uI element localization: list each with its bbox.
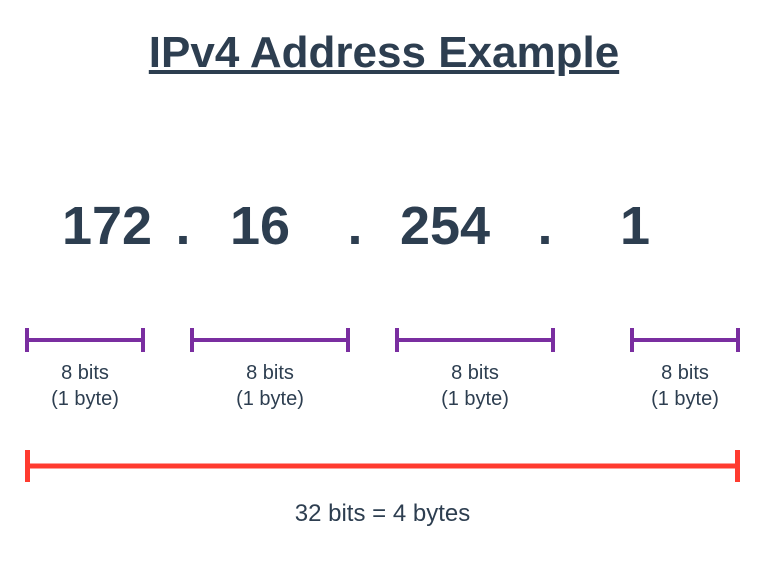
octet-bracket-4	[630, 328, 740, 356]
octet-3: 254	[370, 195, 520, 257]
octet-bracket-3	[395, 328, 555, 356]
octet-label-1-bytes: (1 byte)	[25, 386, 145, 412]
dot-3: .	[530, 195, 560, 257]
octet-label-3-bytes: (1 byte)	[395, 386, 555, 412]
octet-label-3: 8 bits (1 byte)	[395, 360, 555, 412]
octet-label-4: 8 bits (1 byte)	[630, 360, 740, 412]
octet-label-1: 8 bits (1 byte)	[25, 360, 145, 412]
dot-2: .	[340, 195, 370, 257]
total-bracket	[25, 450, 740, 487]
octet-label-2-bytes: (1 byte)	[190, 386, 350, 412]
octet-label-3-bits: 8 bits	[395, 360, 555, 386]
page-title: IPv4 Address Example	[0, 28, 768, 78]
dot-1: .	[168, 195, 198, 257]
octet-label-2-bits: 8 bits	[190, 360, 350, 386]
octet-2: 16	[195, 195, 325, 257]
octet-1: 172	[42, 195, 172, 257]
total-label: 32 bits = 4 bytes	[25, 500, 740, 528]
octet-4: 1	[570, 195, 700, 257]
octet-label-1-bits: 8 bits	[25, 360, 145, 386]
octet-label-4-bits: 8 bits	[630, 360, 740, 386]
octet-bracket-2	[190, 328, 350, 356]
octet-label-2: 8 bits (1 byte)	[190, 360, 350, 412]
octet-label-4-bytes: (1 byte)	[630, 386, 740, 412]
octet-bracket-1	[25, 328, 145, 356]
